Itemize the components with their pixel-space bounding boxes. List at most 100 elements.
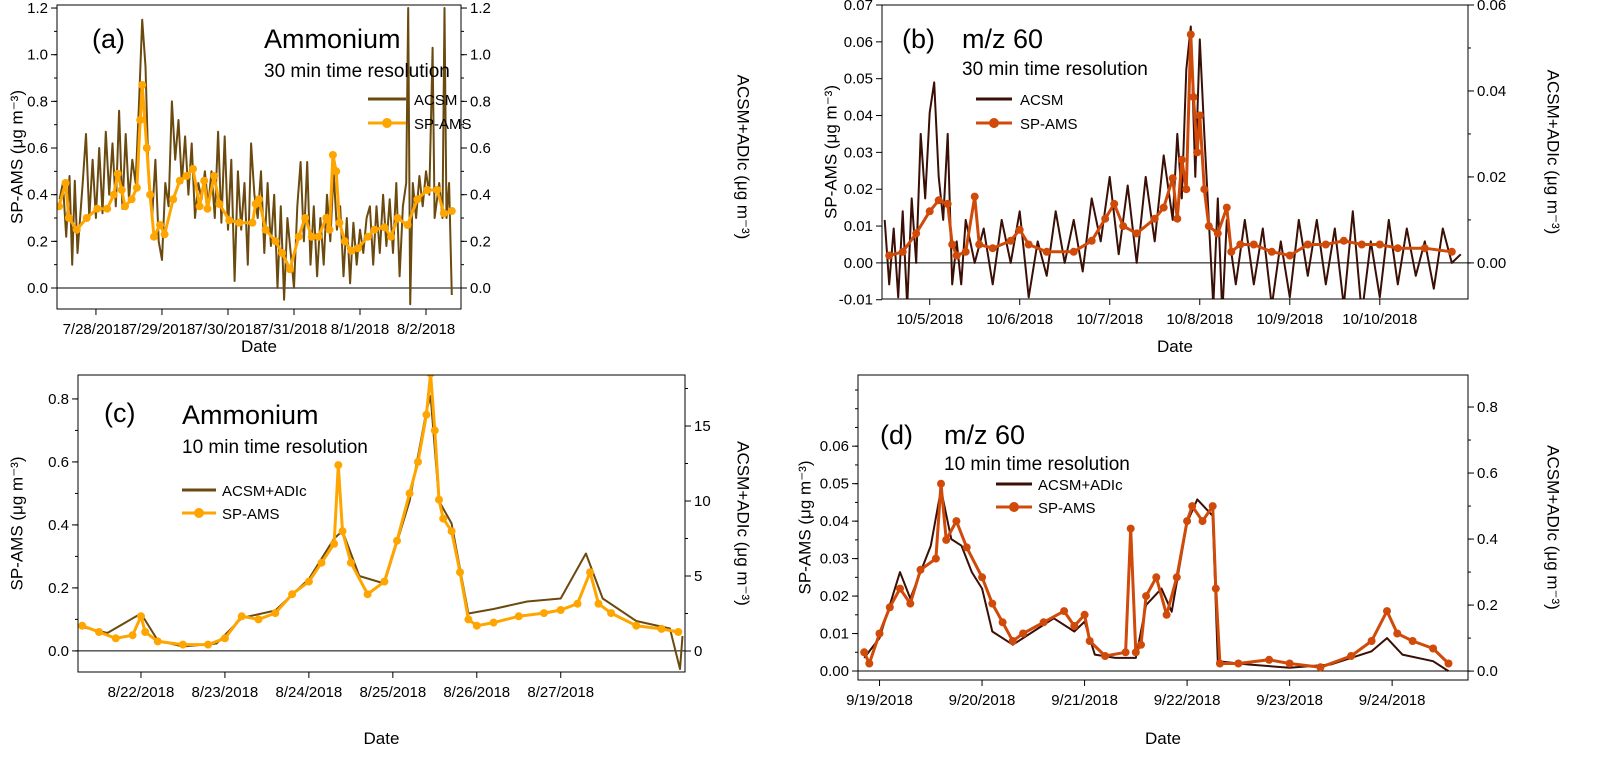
data-point — [1249, 240, 1258, 249]
data-point — [64, 214, 73, 222]
y2-tick-label: 0.04 — [1477, 83, 1506, 100]
data-point — [447, 527, 456, 536]
data-point — [1316, 663, 1325, 672]
data-point — [1152, 573, 1161, 582]
y-tick-label: 0.05 — [820, 476, 849, 493]
panel-subtitle: 30 min time resolution — [264, 61, 450, 82]
data-point — [286, 265, 294, 274]
data-point — [325, 225, 334, 234]
x-tick-label: 9/22/2018 — [1154, 692, 1221, 709]
data-point — [136, 116, 145, 124]
data-point — [127, 195, 136, 204]
series-line — [862, 482, 1450, 669]
data-point — [335, 218, 344, 227]
y2-tick-label: 0.0 — [470, 280, 491, 297]
data-point — [215, 200, 224, 208]
data-point — [970, 192, 979, 201]
panel-subtitle: 10 min time resolution — [944, 454, 1130, 475]
y2-tick-label: 0.0 — [1477, 663, 1498, 680]
legend-label-sp-ams: SP-AMS — [414, 116, 472, 133]
data-point — [1208, 502, 1217, 511]
data-point — [875, 629, 884, 638]
data-point — [1393, 629, 1402, 638]
data-point — [330, 539, 339, 548]
data-point — [952, 251, 961, 260]
x-tick-label: 8/2/2018 — [397, 321, 455, 338]
data-point — [433, 186, 442, 194]
y-tick-label: 0.01 — [820, 626, 849, 643]
data-point — [109, 190, 118, 199]
y2-tick-label: 0.2 — [470, 233, 491, 250]
data-point — [925, 207, 934, 216]
series-line — [883, 25, 1462, 299]
data-point — [464, 615, 473, 624]
y-tick-label: 0.05 — [844, 71, 873, 88]
data-point — [948, 240, 957, 249]
panel-title: m/z 60 — [962, 24, 1043, 54]
data-point — [1188, 502, 1197, 511]
data-point — [1060, 607, 1069, 616]
data-point — [1168, 174, 1177, 183]
y-tick-label: 0.03 — [820, 551, 849, 568]
data-point — [111, 634, 120, 643]
y2-tick-label: 0.4 — [470, 187, 491, 204]
data-point — [301, 214, 310, 222]
data-point — [942, 535, 951, 544]
y2-tick-label: 5 — [694, 568, 702, 585]
y-tick-label: 0.00 — [820, 663, 849, 680]
plot-1: 10/5/2018 10/6/2018 10/7/2018 10/8/2018 10/9… — [821, 0, 1562, 356]
data-point — [1236, 240, 1245, 249]
y2-tick-label: 0.00 — [1477, 255, 1506, 272]
panel-d: (d) m/z 60 10 min time resolution ACSM+A… — [880, 420, 1130, 517]
y2-axis-label: ACSM+ADIc (μg m⁻³) — [1544, 445, 1563, 610]
data-point — [1408, 637, 1417, 645]
data-point — [142, 144, 151, 152]
data-point — [1159, 203, 1168, 212]
data-point — [657, 624, 666, 633]
data-point — [178, 640, 187, 649]
data-point — [1193, 148, 1202, 157]
data-point — [271, 609, 280, 618]
y-tick-label: 0.00 — [844, 255, 873, 272]
data-point — [255, 195, 263, 204]
data-point — [235, 218, 244, 227]
panel-b: (b) m/z 60 30 min time resolution ACSM S… — [902, 24, 1148, 133]
y-tick-label: 0.04 — [820, 513, 849, 530]
panel-label: (a) — [92, 24, 125, 54]
data-point — [347, 246, 356, 255]
data-point — [1222, 203, 1231, 212]
data-point — [195, 202, 204, 211]
data-point — [1101, 652, 1110, 660]
data-point — [1008, 637, 1017, 645]
data-point — [1177, 155, 1186, 164]
legend-label-acsm-adic: ACSM+ADIc — [222, 483, 307, 500]
data-point — [1150, 214, 1159, 223]
data-point — [896, 584, 904, 593]
data-point — [422, 410, 431, 419]
panel-label: (c) — [104, 398, 135, 428]
data-point — [78, 621, 87, 630]
data-point — [220, 634, 229, 643]
y-tick-label: 0.06 — [844, 34, 873, 51]
data-point — [363, 590, 372, 599]
data-point — [95, 628, 103, 636]
x-tick-label: 8/25/2018 — [359, 684, 426, 701]
legend-label-sp-ams: SP-AMS — [1020, 116, 1078, 133]
data-point — [169, 195, 178, 204]
data-point — [586, 568, 595, 577]
panel-subtitle: 10 min time resolution — [182, 437, 368, 458]
data-point — [1347, 652, 1356, 660]
data-point — [1227, 247, 1236, 256]
data-point — [1015, 225, 1024, 234]
data-point — [860, 648, 869, 657]
y-tick-label: 0.02 — [820, 588, 849, 605]
data-point — [334, 461, 343, 470]
x-tick-label: 9/19/2018 — [846, 692, 913, 709]
series-acsm-adic — [81, 395, 684, 670]
x-tick-label: 8/22/2018 — [108, 684, 175, 701]
data-point — [426, 375, 435, 378]
data-point — [1162, 610, 1171, 619]
data-point — [328, 151, 337, 159]
plot-frame — [77, 374, 686, 673]
